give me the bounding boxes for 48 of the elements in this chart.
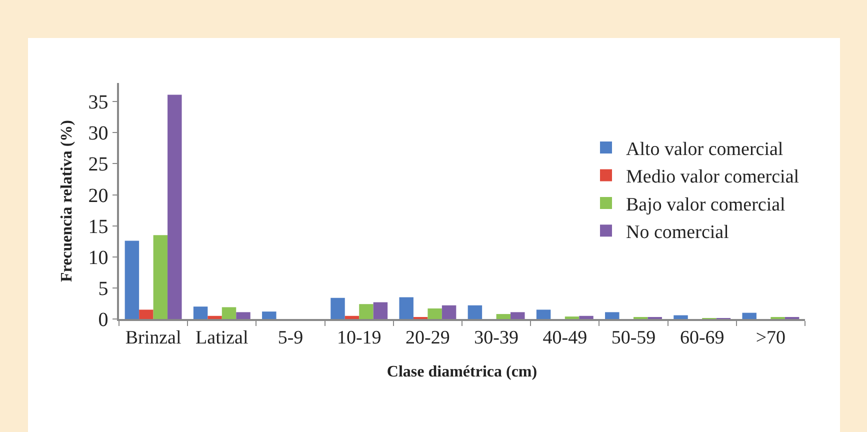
bar bbox=[399, 297, 414, 319]
bar bbox=[468, 305, 482, 319]
bar bbox=[153, 235, 168, 319]
bar bbox=[124, 240, 140, 319]
y-tick-label: 30 bbox=[88, 122, 108, 145]
x-tick-label: >70 bbox=[756, 328, 786, 349]
bar bbox=[742, 312, 756, 319]
x-tick-label: 20-29 bbox=[406, 328, 450, 349]
y-tick-label: 10 bbox=[88, 246, 108, 269]
bar bbox=[359, 304, 374, 319]
legend-label: No comercial bbox=[626, 222, 729, 244]
x-tick-label: 60-69 bbox=[680, 328, 724, 349]
bar bbox=[330, 298, 345, 319]
bar bbox=[442, 305, 456, 319]
x-tick-label: Latizal bbox=[196, 328, 248, 349]
bar bbox=[344, 316, 360, 319]
x-tick-label: 50-59 bbox=[611, 328, 656, 349]
bar bbox=[193, 306, 208, 319]
bar bbox=[262, 312, 276, 319]
bar bbox=[579, 316, 594, 319]
bar bbox=[674, 315, 688, 319]
legend-label: Alto valor comercial bbox=[626, 138, 784, 160]
y-tick-label: 20 bbox=[88, 184, 108, 207]
bar bbox=[208, 316, 222, 319]
x-tick-label: 5-9 bbox=[278, 328, 304, 349]
bar bbox=[373, 302, 388, 319]
bar bbox=[139, 310, 154, 319]
y-tick-label: 25 bbox=[88, 154, 108, 176]
legend-label: Bajo valor comercial bbox=[626, 194, 786, 216]
legend-label: Medio valor comercial bbox=[626, 166, 800, 188]
bar bbox=[496, 314, 511, 319]
y-tick-label: 5 bbox=[98, 278, 108, 300]
x-tick-label: 10-19 bbox=[336, 328, 382, 349]
x-tick-label: 40-49 bbox=[542, 328, 588, 349]
bar bbox=[536, 310, 551, 319]
x-tick-label: 30-39 bbox=[474, 328, 518, 349]
bar bbox=[236, 312, 250, 319]
bar bbox=[222, 307, 236, 319]
bar bbox=[168, 94, 182, 319]
x-tick-label: Brinzal bbox=[125, 328, 182, 349]
x-axis-title: Clase diamétrica (cm) bbox=[386, 364, 538, 381]
bar bbox=[605, 312, 620, 319]
y-tick-label: 0 bbox=[98, 309, 108, 331]
bar bbox=[510, 312, 525, 319]
bar bbox=[428, 308, 442, 319]
y-tick-label: 15 bbox=[88, 216, 108, 238]
y-axis-title: Frecuencia relativa (%) bbox=[58, 120, 76, 282]
y-tick-label: 35 bbox=[88, 92, 108, 114]
